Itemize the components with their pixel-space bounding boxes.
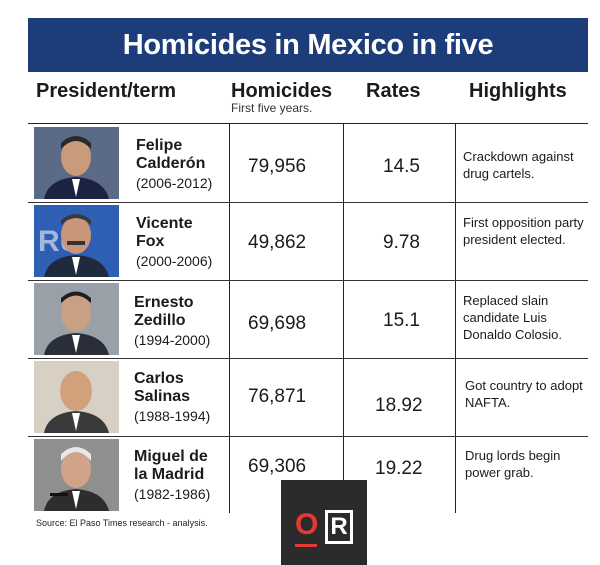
row-divider — [28, 280, 588, 281]
president-name-line2: Zedillo — [134, 312, 186, 329]
president-name-line1: Felipe — [136, 137, 183, 154]
president-name-line2: Fox — [136, 233, 165, 250]
homicides-value: 76,871 — [248, 386, 307, 407]
source-note: Source: El Paso Times research - analysi… — [36, 518, 208, 528]
rate-value: 19.22 — [375, 458, 423, 479]
column-divider — [343, 124, 344, 513]
rate-value: 14.5 — [383, 156, 420, 177]
president-name-line1: Miguel de — [134, 448, 208, 465]
column-header-president: President/term — [36, 80, 177, 102]
highlight-text: First opposition party president elected… — [463, 215, 584, 247]
table-row: Felipe Calderón (2006-2012) 79,956 14.5 … — [28, 124, 588, 202]
row-divider — [28, 358, 588, 359]
homicides-value: 69,306 — [248, 456, 307, 477]
homicides-value: 79,956 — [248, 156, 307, 177]
highlight-text: Crackdown against drug cartels. — [463, 149, 574, 181]
president-term: (1994-2000) — [134, 332, 211, 348]
rate-value: 9.78 — [383, 232, 420, 253]
table-row: RU Vicente Fox (2000-2006) 49,862 9.78 F… — [28, 202, 588, 280]
column-header-rates: Rates — [366, 80, 421, 102]
column-header-highlights: Highlights — [469, 80, 567, 102]
column-divider — [455, 124, 456, 513]
president-name-line1: Carlos — [134, 370, 184, 387]
homicides-value: 49,862 — [248, 232, 307, 253]
president-term: (2000-2006) — [136, 253, 213, 269]
homicides-value: 69,698 — [248, 313, 307, 334]
president-photo: RU — [34, 205, 119, 277]
column-header-homicides: Homicides — [231, 80, 333, 102]
rate-value: 18.92 — [375, 395, 423, 416]
president-name-line2: Salinas — [134, 388, 191, 405]
president-name-line1: Ernesto — [134, 294, 194, 311]
highlight-text: Got country to adopt NAFTA. — [465, 378, 583, 410]
column-divider — [229, 124, 230, 513]
table-row: Ernesto Zedillo (1994-2000) 69,698 15.1 … — [28, 280, 588, 358]
president-term: (1988-1994) — [134, 408, 211, 424]
page-title: Homicides in Mexico in five administrati… — [28, 18, 588, 115]
president-name-line2: Calderón — [136, 155, 206, 172]
president-term: (2006-2012) — [136, 175, 213, 191]
president-photo — [34, 283, 119, 355]
highlight-text: Drug lords begin power grab. — [465, 448, 561, 480]
rate-value: 15.1 — [383, 310, 420, 331]
row-divider — [28, 436, 588, 437]
highlight-text: Replaced slain candidate Luis Donaldo Co… — [463, 293, 563, 342]
table-row: Miguel de la Madrid (1982-1986) 69,306 1… — [28, 436, 588, 514]
homicides-table: Felipe Calderón (2006-2012) 79,956 14.5 … — [28, 123, 588, 513]
table-row: Carlos Salinas (1988-1994) 76,871 18.92 … — [28, 358, 588, 436]
president-name-line2: la Madrid — [134, 466, 205, 483]
or-logo-icon: O R — [281, 480, 367, 565]
president-name-line1: Vicente — [136, 215, 193, 232]
president-photo — [34, 439, 119, 511]
president-photo — [34, 127, 119, 199]
row-divider — [28, 202, 588, 203]
president-term: (1982-1986) — [134, 486, 211, 502]
column-header-homicides-subtitle: First five years. — [231, 101, 313, 115]
president-photo — [34, 361, 119, 433]
